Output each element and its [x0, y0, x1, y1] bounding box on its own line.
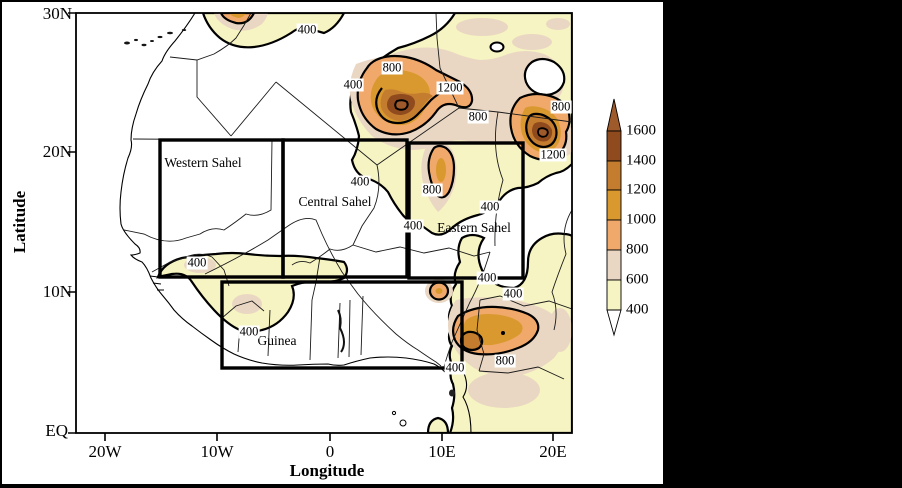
- contour-label-400-eastern-w: 400: [402, 218, 424, 233]
- contour-label-800-hoggar-nw: 800: [381, 60, 403, 75]
- contour-1200-adamawa: [459, 330, 484, 352]
- canary-islands: [124, 29, 187, 47]
- peak-dot-adamawa: [501, 331, 505, 335]
- colorbar-label-1000: 1000: [626, 211, 656, 228]
- fill-1000-atlas: [229, 13, 246, 18]
- contour-800-atlas: [219, 13, 256, 25]
- colorbar-seg-600-800: [606, 249, 622, 281]
- colorbar-label-1400: 1400: [626, 152, 656, 169]
- x-axis-title: Longitude: [289, 461, 365, 480]
- colorbar-seg-1000-1200: [606, 189, 622, 221]
- contour-400-hole-ne-tibesti: [523, 57, 566, 97]
- guinea-box: [220, 280, 464, 370]
- colorbar-seg-400-600: [606, 279, 622, 311]
- contour-1600-hoggar: [394, 99, 409, 111]
- sao-tome-island: [399, 419, 407, 427]
- contour-label-1200-hoggar: 1200: [436, 80, 464, 95]
- xtick-20w: 20W: [88, 442, 122, 461]
- contour-label-400-chad-w: 400: [476, 270, 498, 285]
- colorbar-label-800: 800: [626, 241, 649, 258]
- fill-600-libya-1: [456, 18, 508, 36]
- ytick-30n: 30N: [42, 4, 72, 23]
- colorbar-label-1600: 1600: [626, 122, 656, 139]
- xtick-0: 0: [325, 442, 335, 461]
- map-fill-layer: [119, 13, 572, 433]
- contour-label-1200-tibesti: 1200: [539, 147, 567, 162]
- contour-label-400-central: 400: [349, 174, 371, 189]
- ytick-10n: 10N: [42, 282, 72, 301]
- xtick-20e: 20E: [539, 442, 567, 461]
- region-boxes: [158, 138, 525, 370]
- contour-1600-tibesti: [537, 127, 549, 138]
- contour-label-400-atlas: 400: [296, 22, 318, 37]
- colorbar: [606, 98, 622, 337]
- volta-lake: [337, 309, 346, 353]
- region-label-central-sahel: Central Sahel: [298, 194, 372, 209]
- contour-label-400-eastern-ne: 400: [479, 199, 501, 214]
- fill-1000-jos: [435, 288, 443, 294]
- fill-600-guinea-highlands: [232, 294, 262, 314]
- fill-600-adamawa-south: [468, 372, 540, 408]
- fill-600-libya-2: [512, 34, 552, 50]
- colorbar-arrow-top: [606, 98, 622, 132]
- xtick-10e: 10E: [428, 442, 456, 461]
- ytick-eq: EQ: [45, 421, 68, 440]
- contour-400-hole-small: [489, 41, 505, 53]
- colorbar-label-1200: 1200: [626, 181, 656, 198]
- contour-label-800-air: 800: [421, 182, 443, 197]
- principe-island: [391, 410, 397, 416]
- colorbar-label-600: 600: [626, 271, 649, 288]
- coastline: [119, 13, 472, 433]
- fill-1000-air: [436, 158, 446, 182]
- colorbar-seg-800-1000: [606, 219, 622, 251]
- colorbar-arrow-bottom: [606, 309, 622, 337]
- xtick-10w: 10W: [200, 442, 234, 461]
- contour-label-400-cameroon: 400: [444, 360, 466, 375]
- bioko-island: [449, 389, 455, 397]
- colorbar-label-400: 400: [626, 301, 649, 318]
- y-axis-title: Latitude: [10, 190, 29, 254]
- region-label-western-sahel: Western Sahel: [164, 155, 242, 170]
- contour-label-800-adamawa: 800: [494, 353, 516, 368]
- contour-label-400-guinea: 400: [238, 324, 260, 339]
- contour-label-400-sahara-west: 400: [342, 77, 364, 92]
- eastern-sahel-box: [407, 141, 525, 280]
- contour-label-400-senegal: 400: [186, 255, 208, 270]
- contour-1200-hoggar: [375, 87, 448, 125]
- axis-ticks: [68, 12, 554, 441]
- colorbar-seg-1200-1400: [606, 160, 622, 191]
- region-label-eastern-sahel: Eastern Sahel: [437, 220, 511, 235]
- bissau-estuaries: [149, 275, 164, 291]
- contour-label-800-tibesti: 800: [550, 99, 572, 114]
- colorbar-seg-1400-1600: [606, 130, 622, 162]
- plot-frame: [75, 12, 573, 434]
- contour-400-coast-blob: [426, 416, 450, 433]
- region-label-guinea: Guinea: [257, 333, 297, 348]
- fill-600-libya-3: [546, 18, 570, 30]
- contour-label-400-chad-s: 400: [502, 286, 524, 301]
- central-sahel-box: [281, 138, 409, 279]
- contour-label-800-hoggar-se: 800: [467, 109, 489, 124]
- ytick-20n: 20N: [42, 142, 72, 161]
- fill-600-adamawa-east: [548, 308, 572, 352]
